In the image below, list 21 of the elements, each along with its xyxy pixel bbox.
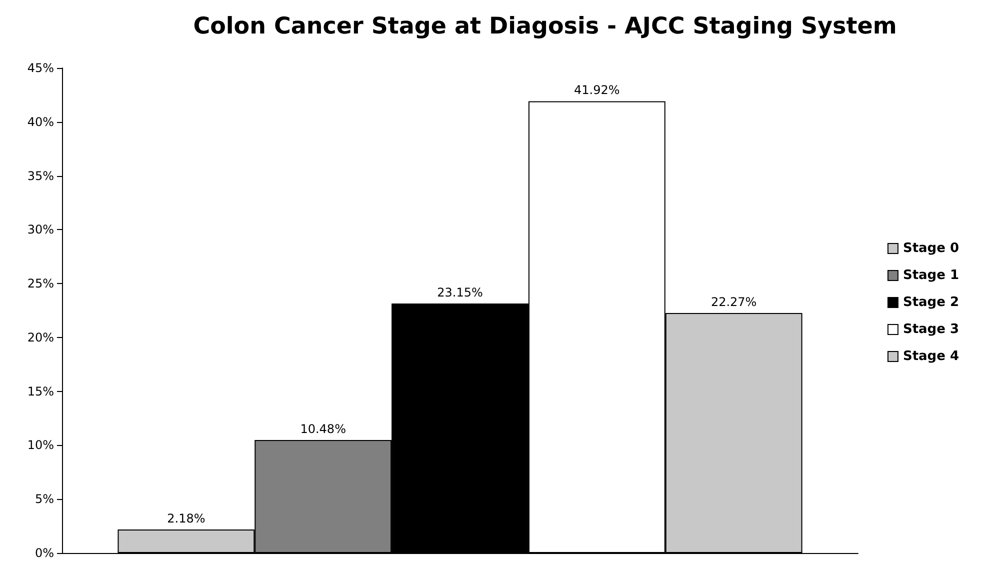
data-label: 23.15%: [437, 285, 483, 300]
legend-label: Stage 3: [902, 322, 960, 337]
y-tick-label: 45%: [27, 61, 54, 75]
legend-label: Stage 0: [902, 241, 960, 256]
data-label: 41.92%: [574, 83, 620, 98]
y-tick-label: 40%: [27, 114, 54, 129]
data-label: 2.18%: [167, 512, 206, 526]
y-tick-label: 35%: [27, 168, 54, 183]
y-tick-label: 5%: [34, 492, 54, 506]
data-label: 22.27%: [710, 294, 757, 309]
y-tick-label: 25%: [27, 276, 54, 291]
y-tick-label: 0%: [34, 546, 54, 560]
y-tick-label: 30%: [27, 222, 54, 237]
y-tick-label: 20%: [27, 330, 54, 344]
y-tick-label: 15%: [27, 384, 54, 398]
y-tick-label: 10%: [27, 438, 54, 452]
chart-title: Colon Cancer Stage at Diagosis - AJCC Staging System: [193, 14, 897, 40]
legend-label: Stage 4: [902, 349, 960, 364]
legend-label: Stage 1: [902, 268, 960, 283]
legend-label: Stage 2: [902, 295, 960, 310]
data-label: 10.48%: [300, 422, 346, 436]
